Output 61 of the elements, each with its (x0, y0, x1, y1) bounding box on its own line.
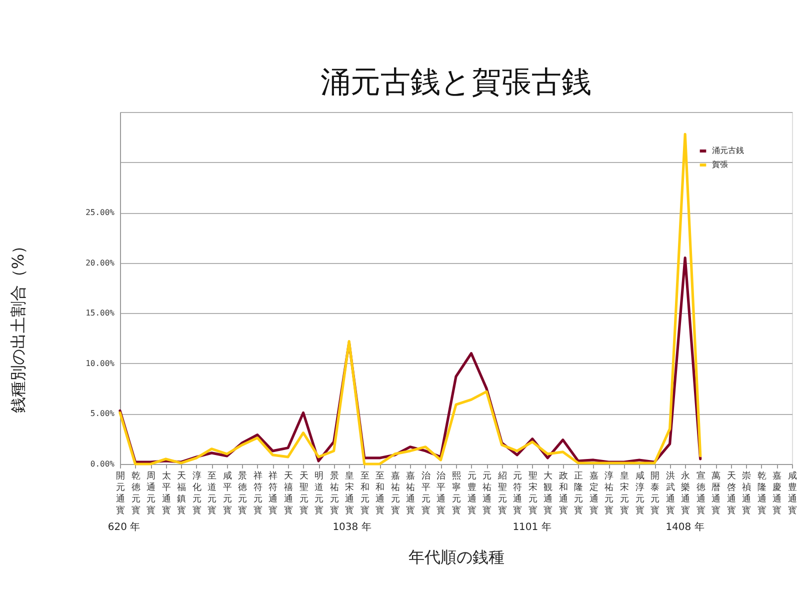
x-tick-label: 明道元寳 (314, 470, 324, 516)
x-tick-label: 元符通寳 (513, 470, 522, 516)
x-tick-label: 天福鎮寳 (177, 470, 186, 516)
x-tick-label: 景徳元寳 (238, 470, 248, 516)
y-tick-label: 5.00% (90, 409, 115, 418)
x-tick-label: 皇宋元寳 (620, 470, 629, 516)
text: 1038 年 (332, 521, 372, 533)
x-tick-label: 咸豊通寳 (788, 470, 797, 516)
x-tick-label: 乾徳元寳 (131, 470, 140, 516)
x-tick-label: 淳化元寳 (192, 470, 202, 516)
legend-label: 涌元古銭 (712, 146, 744, 155)
x-tick-label: 天禧通寳 (284, 470, 293, 516)
x-tick-label: 嘉祐元寳 (390, 470, 400, 516)
x-tick-label: 萬暦通寳 (712, 470, 721, 516)
x-tick-label: 永樂通寳 (681, 470, 690, 516)
x-tick-label: 元豊通寳 (467, 470, 476, 516)
x-tick-label: 紹聖元寳 (496, 472, 507, 516)
x-tick-label: 政和通寳 (558, 470, 568, 516)
text: 1101 年 (512, 521, 552, 533)
y-tick-label: 0.00% (90, 460, 115, 468)
x-tick-label: 熙寧元寳 (452, 470, 461, 516)
x-tick-label: 咸淳元寳 (635, 470, 644, 516)
x-tick-label: 洪武通寳 (666, 470, 675, 516)
x-tick-label: 太平通寳 (162, 470, 171, 516)
x-tick-label: 宣徳通寳 (696, 470, 706, 516)
y-tick-label: 25.00% (86, 208, 115, 218)
x-tick-label: 祥符通寳 (268, 470, 278, 516)
text: 1408 年 (666, 521, 704, 533)
x-tick-label: 祥符元寳 (253, 470, 262, 516)
x-tick-label: 元祐通寳 (482, 470, 492, 516)
x-tick-label: 正隆元寳 (574, 472, 584, 516)
x-tick-label: 天聖元寳 (299, 470, 308, 516)
x-tick-label: 聖宋元寳 (528, 470, 538, 516)
x-tick-label: 至和通寳 (376, 472, 385, 516)
x-tick-label: 咸平元寳 (222, 470, 232, 516)
x-tick-label: 開元通寳 (116, 470, 125, 516)
x-tick-label: 開泰元寳 (650, 470, 660, 516)
line-series (118, 132, 702, 466)
x-tick-label: 治平通寳 (436, 470, 446, 516)
x-tick-label: 嘉祐通寳 (406, 470, 416, 516)
text: 620 年 (108, 521, 140, 533)
x-tick-label: 大観通寳 (544, 470, 553, 516)
x-tick-label: 嘉定通寳 (589, 470, 598, 516)
chart-title: 涌元古銭と賀張古銭 (320, 65, 592, 100)
x-tick-label: 周通元寳 (146, 470, 156, 516)
legend-label: 賀張 (712, 160, 728, 169)
x-tick-label: 治平元寳 (421, 470, 430, 516)
y-tick-label: 10.00% (86, 358, 115, 368)
y-axis-title: 銭種別の出土割合（%） (8, 238, 28, 414)
x-tick-label: 至道元寳 (208, 472, 217, 516)
y-tick-label: 20.00% (86, 258, 115, 268)
x-tick-label: 皇宋通寳 (345, 470, 354, 516)
x-axis-title: 年代順の銭種 (408, 548, 504, 566)
x-tick-label: 天啓通寳 (726, 470, 736, 516)
x-tick-label: 淳祐元寳 (604, 470, 614, 516)
x-tick-label: 景祐元寳 (330, 470, 339, 516)
x-tick-label: 崇禎通寳 (742, 470, 752, 516)
x-tick-label: 嘉慶通寳 (772, 470, 782, 516)
x-tick-label: 至和元寳 (360, 472, 370, 516)
y-tick-label: 15.00% (86, 308, 115, 318)
x-tick-label: 乾隆通寳 (757, 470, 766, 516)
